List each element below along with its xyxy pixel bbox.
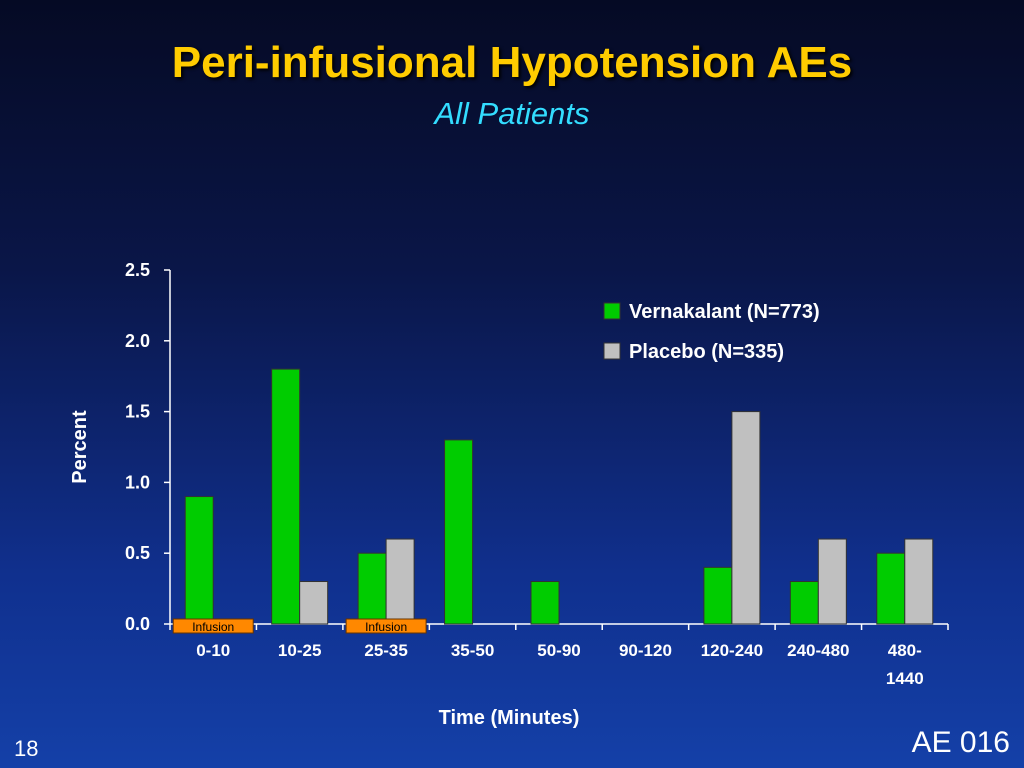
y-axis-title: Percent <box>69 410 91 484</box>
y-tick-label: 2.5 <box>125 260 150 280</box>
legend-label: Placebo (N=335) <box>629 341 784 363</box>
bar-vernakalant <box>271 368 301 625</box>
infusion-label: Infusion <box>365 620 407 634</box>
y-tick-label: 0.0 <box>125 614 150 634</box>
reference-code: AE 016 <box>911 726 1010 759</box>
legend-swatch <box>603 302 621 320</box>
bar-vernakalant <box>876 552 906 625</box>
y-tick-label: 1.5 <box>125 402 150 422</box>
x-tick-label: 1440 <box>886 669 924 688</box>
x-tick-label: 120-240 <box>701 641 763 660</box>
x-tick-label: 240-480 <box>787 641 849 660</box>
x-tick-label: 0-10 <box>196 641 230 660</box>
y-tick-label: 1.0 <box>125 472 150 492</box>
y-tick-label: 2.0 <box>125 331 150 351</box>
bar-placebo <box>299 581 329 625</box>
legend-label: Vernakalant (N=773) <box>629 301 820 323</box>
bar-vernakalant <box>444 439 474 625</box>
x-tick-label: 50-90 <box>537 641 580 660</box>
x-tick-label: 25-35 <box>364 641 407 660</box>
y-tick-label: 0.5 <box>125 543 150 563</box>
infusion-marker <box>172 618 254 634</box>
x-axis-title: Time (Minutes) <box>439 707 580 729</box>
slide-title: Peri-infusional Hypotension AEs <box>171 38 853 87</box>
bar-vernakalant <box>703 566 733 625</box>
bar-vernakalant <box>184 496 214 625</box>
bar-placebo <box>385 538 415 625</box>
x-tick-label: 480- <box>888 641 922 660</box>
infusion-label: Infusion <box>192 620 234 634</box>
x-tick-label: 35-50 <box>451 641 494 660</box>
bar-vernakalant <box>357 552 387 625</box>
bar-vernakalant <box>789 581 819 625</box>
x-tick-label: 10-25 <box>278 641 321 660</box>
infusion-marker <box>345 618 427 634</box>
slide-subtitle: All Patients <box>434 96 590 131</box>
bar-placebo <box>904 538 934 625</box>
legend-swatch <box>603 342 621 360</box>
bar-placebo <box>731 411 761 625</box>
x-tick-label: 90-120 <box>619 641 672 660</box>
bar-placebo <box>817 538 847 625</box>
bar-vernakalant <box>530 581 560 625</box>
slide-number: 18 <box>14 736 39 761</box>
